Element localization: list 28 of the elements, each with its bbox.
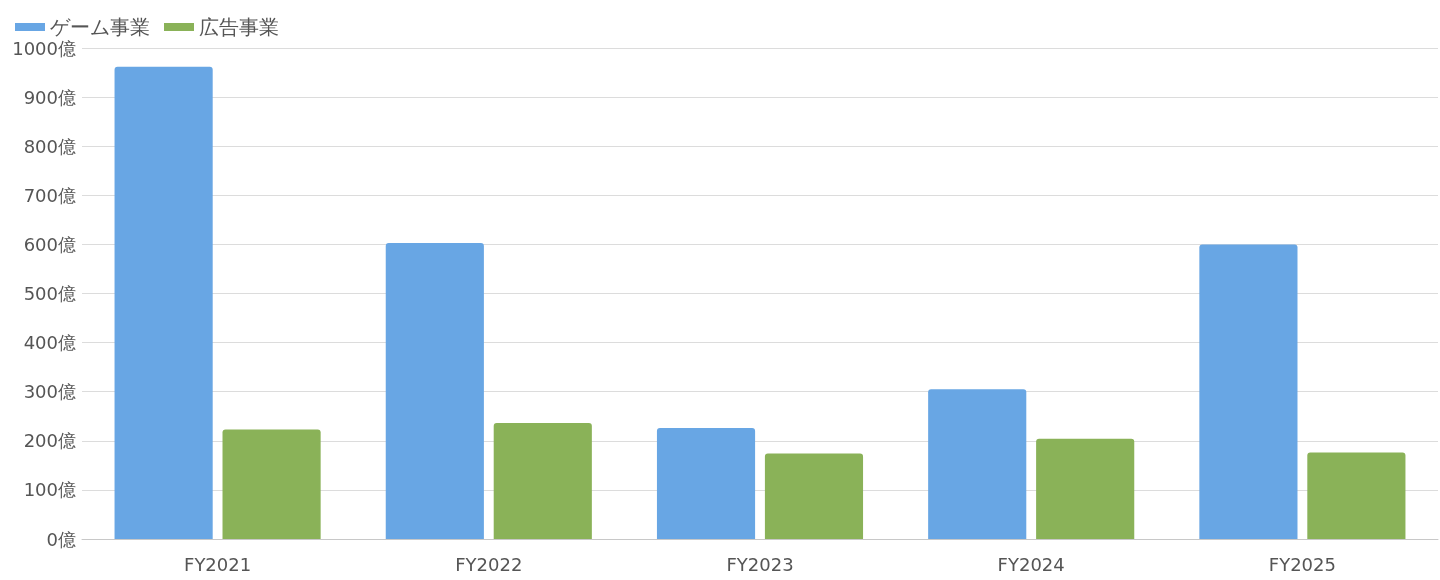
- y-tick-label: 0億: [46, 528, 76, 550]
- y-tick-label: 100億: [23, 479, 76, 501]
- y-tick-label: 500億: [23, 283, 76, 304]
- bar: [114, 66, 213, 539]
- y-tick-label: 900億: [23, 86, 76, 108]
- bar: [1199, 244, 1298, 539]
- y-tick-label: 600億: [23, 233, 76, 255]
- y-tick-label: 800億: [23, 135, 76, 157]
- x-tick-label: FY2025: [1268, 553, 1336, 575]
- bar: [928, 389, 1027, 539]
- legend-label: 広告事業: [199, 15, 279, 39]
- y-tick-label: 200億: [23, 430, 76, 452]
- bar: [656, 428, 756, 539]
- x-tick-label: FY2024: [997, 553, 1065, 575]
- bar: [764, 453, 864, 539]
- y-tick-label: 700億: [23, 184, 76, 206]
- x-tick-label: FY2023: [726, 553, 794, 575]
- y-tick-label: 1000億: [12, 37, 76, 59]
- x-tick-label: FY2021: [184, 553, 252, 575]
- bar: [222, 429, 321, 539]
- y-tick-label: 300億: [23, 381, 76, 403]
- bar: [493, 423, 592, 539]
- legend-label: ゲーム事業: [50, 15, 150, 39]
- y-tick-label: 400億: [23, 332, 76, 354]
- bar: [1307, 452, 1406, 539]
- bar: [385, 242, 484, 539]
- x-tick-label: FY2022: [455, 553, 523, 575]
- bar: [1036, 438, 1135, 539]
